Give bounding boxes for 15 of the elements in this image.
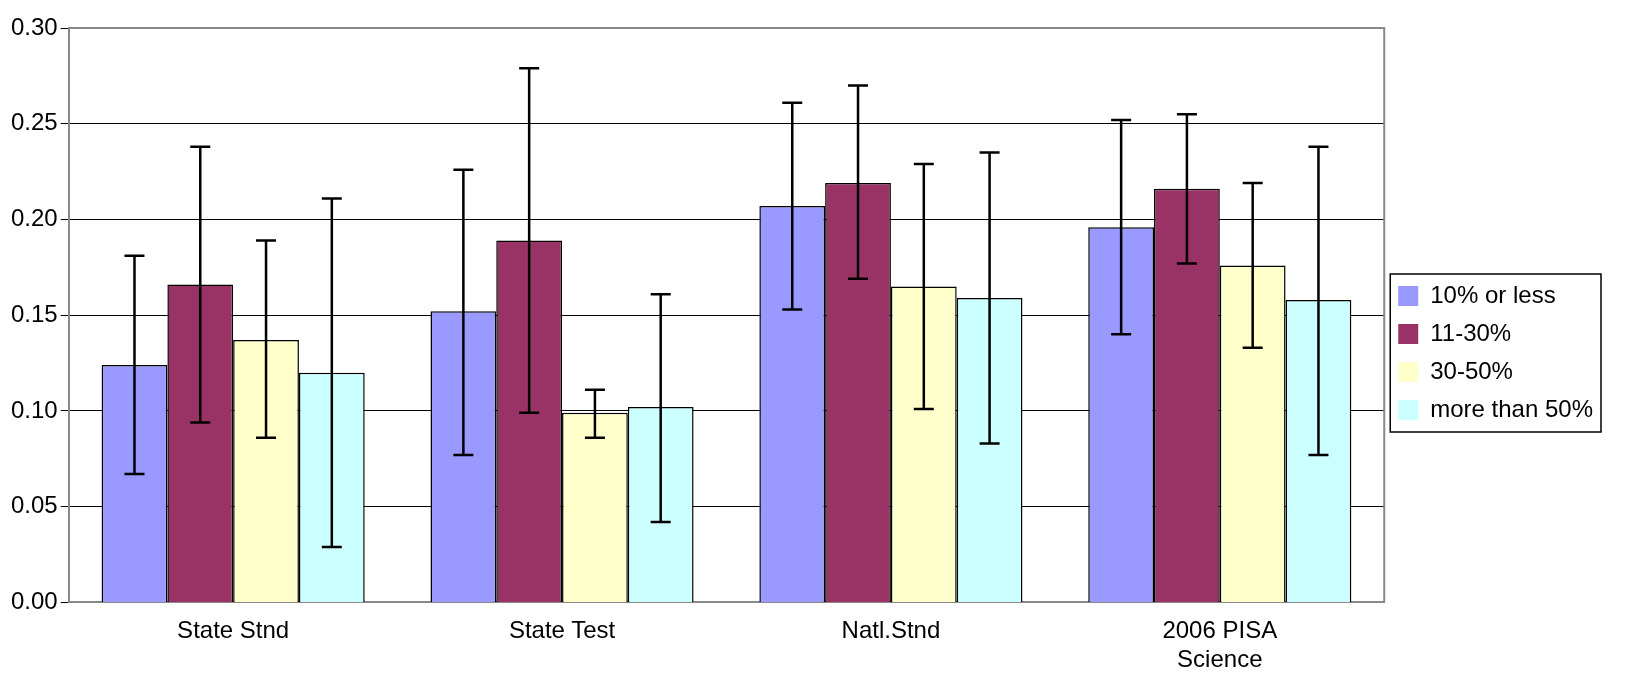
x-tick-label: State Stnd: [177, 616, 290, 644]
y-tick-label: 0.10: [10, 395, 58, 423]
x-tick-label: State Test: [508, 616, 616, 644]
y-tick-label: 0.30: [10, 12, 58, 40]
legend-label: 11-30%: [1430, 318, 1512, 346]
x-tick-label: Natl.Stnd: [841, 616, 941, 644]
y-tick-label: 0.05: [10, 491, 58, 519]
y-tick-label: 0.15: [10, 299, 58, 327]
legend-label: more than 50%: [1430, 394, 1593, 422]
x-tick-label: 2006 PISA Science: [1162, 616, 1278, 673]
y-tick-label: 0.00: [10, 587, 58, 615]
y-tick-label: 0.25: [10, 108, 58, 136]
legend-label: 10% or less: [1430, 280, 1556, 308]
y-tick-label: 0.20: [10, 204, 58, 232]
legend-label: 30-50%: [1430, 356, 1513, 384]
